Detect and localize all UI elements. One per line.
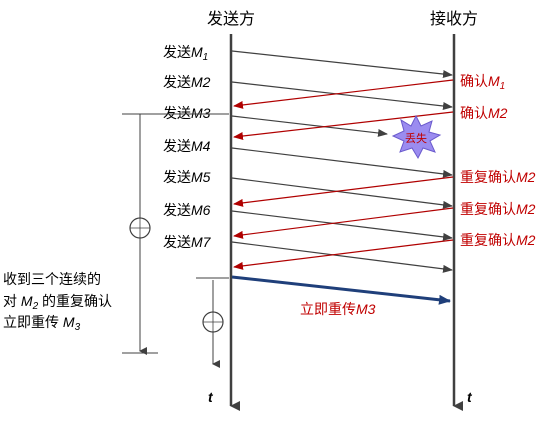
send-arrow-m4	[231, 147, 453, 178]
ack-arrow-m1	[233, 79, 454, 109]
send-arrow-m5	[231, 177, 453, 209]
ack-label-m1: 确认M1	[460, 73, 505, 92]
dup-ack-label-3: 重复确认M2	[460, 232, 536, 248]
receiver-time-label: t	[467, 389, 473, 405]
send-arrow-m7	[231, 241, 453, 273]
lost-burst-icon: 丢失	[391, 114, 442, 160]
sender-time-label: t	[208, 389, 214, 405]
note-line-1: 收到三个连续的	[3, 271, 101, 287]
dup-ack-label-1: 重复确认M2	[460, 169, 536, 185]
ack-label-m2: 确认M2	[460, 105, 508, 121]
send-arrow-m2	[231, 81, 453, 110]
send-label-m6: 发送M6	[163, 202, 211, 218]
send-label-m4: 发送M4	[163, 138, 211, 154]
receiver-title: 接收方	[430, 10, 478, 28]
resend-arrow-m3	[231, 275, 451, 305]
resend-label: 立即重传M3	[300, 301, 376, 317]
dup-ack-arrow-3	[233, 239, 454, 270]
note-line-2: 对 M2 的重复确认	[3, 293, 112, 312]
sender-title: 发送方	[207, 10, 255, 28]
note-line-3: 立即重传 M3	[3, 314, 81, 333]
send-label-m7: 发送M7	[163, 234, 212, 250]
send-label-m5: 发送M5	[163, 169, 211, 185]
timer-clock-icon-left	[129, 217, 151, 239]
send-arrow-m6	[231, 210, 453, 241]
timer-clock-icon-right	[202, 311, 224, 333]
lost-label: 丢失	[405, 132, 427, 145]
send-label-m2: 发送M2	[163, 74, 211, 90]
send-label-m3: 发送M3	[163, 105, 211, 121]
send-arrow-m3-lost	[231, 115, 388, 137]
dup-ack-label-2: 重复确认M2	[460, 201, 536, 217]
send-arrow-m1	[231, 50, 453, 79]
dup-ack-arrow-1	[233, 176, 454, 207]
dup-ack-arrow-2	[233, 207, 454, 239]
send-label-m1: 发送M1	[163, 44, 208, 63]
